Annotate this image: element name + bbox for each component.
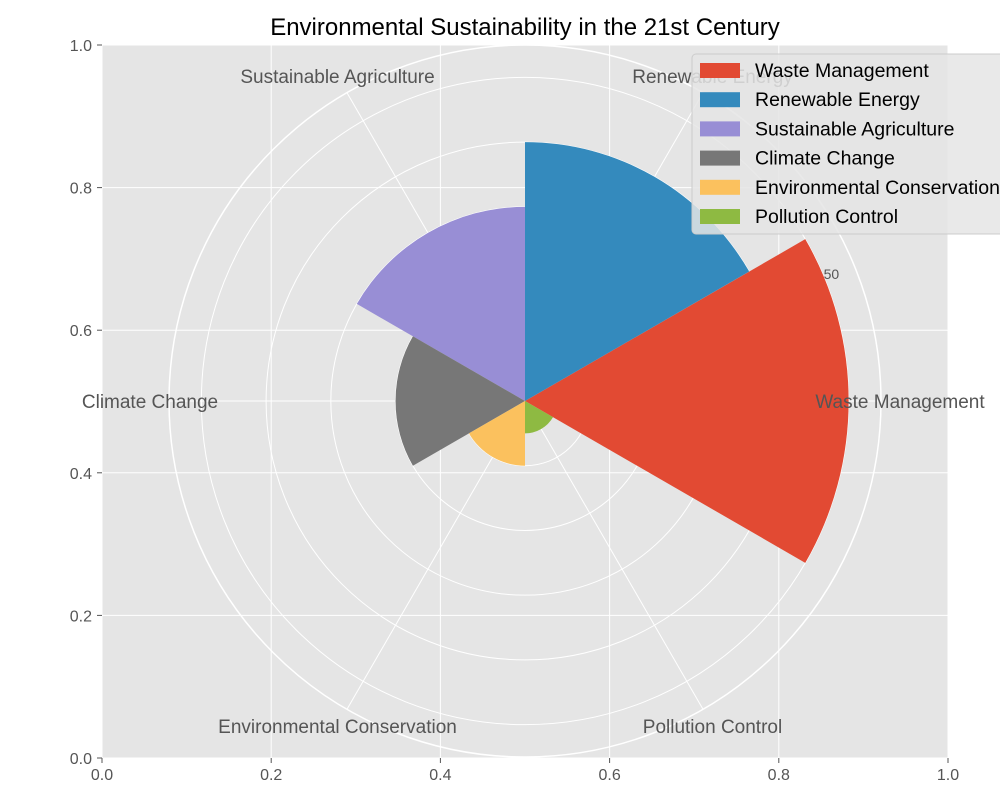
legend-entry: Renewable Energy — [755, 89, 920, 111]
x-tick-label: 0.8 — [768, 767, 790, 784]
x-tick-label: 1.0 — [937, 767, 959, 784]
legend-box — [691, 53, 1000, 235]
x-axis-ticks: 0.0 0.2 0.4 0.6 0.8 1.0 — [91, 758, 959, 784]
bar-pollution-control — [525, 401, 554, 434]
legend-swatch — [700, 92, 740, 108]
category-label: Waste Management — [815, 392, 985, 413]
y-tick-label: 0.6 — [70, 323, 92, 340]
x-tick-label: 0.4 — [429, 767, 451, 784]
legend-swatch — [700, 209, 740, 224]
legend-entry: Climate Change — [755, 148, 895, 170]
x-tick-label: 0.6 — [598, 767, 620, 784]
legend-entry: Pollution Control — [755, 206, 898, 228]
bar-waste-management — [525, 239, 849, 563]
legend-swatch — [700, 63, 740, 78]
y-tick-label: 0.2 — [70, 608, 92, 625]
legend-swatch — [700, 121, 740, 137]
bar-sustainable-agriculture — [356, 206, 525, 401]
bar-climate-change — [395, 336, 525, 466]
legend-entry: Waste Management — [755, 60, 929, 82]
legend-swatch — [700, 150, 740, 166]
bar-environmental-conservation — [468, 401, 525, 466]
y-tick-label: 0.4 — [70, 466, 92, 483]
legend: Waste Management Renewable Energy Sustaina… — [691, 53, 1000, 235]
x-tick-label: 0.2 — [260, 767, 282, 784]
radial-tick-labels: 50 — [824, 266, 840, 282]
y-tick-label: 0.0 — [70, 751, 92, 768]
category-label: Sustainable Agriculture — [240, 67, 434, 88]
y-tick-label: 0.8 — [70, 181, 92, 198]
legend-entry: Environmental Conservation — [755, 177, 1000, 199]
y-tick-label: 1.0 — [70, 38, 92, 55]
chart-title: Environmental Sustainability in the 21st… — [270, 14, 780, 41]
category-label: Environmental Conservation — [218, 717, 457, 738]
legend-swatch — [700, 179, 740, 195]
legend-entry: Sustainable Agriculture — [755, 118, 954, 140]
category-label: Pollution Control — [643, 717, 782, 738]
radial-tick-label: 50 — [824, 266, 840, 282]
category-label: Climate Change — [82, 392, 218, 413]
x-tick-label: 0.0 — [91, 767, 113, 784]
y-axis-ticks: 0.0 0.2 0.4 0.6 0.8 1.0 — [70, 38, 102, 768]
angular-gridline — [524, 400, 704, 710]
